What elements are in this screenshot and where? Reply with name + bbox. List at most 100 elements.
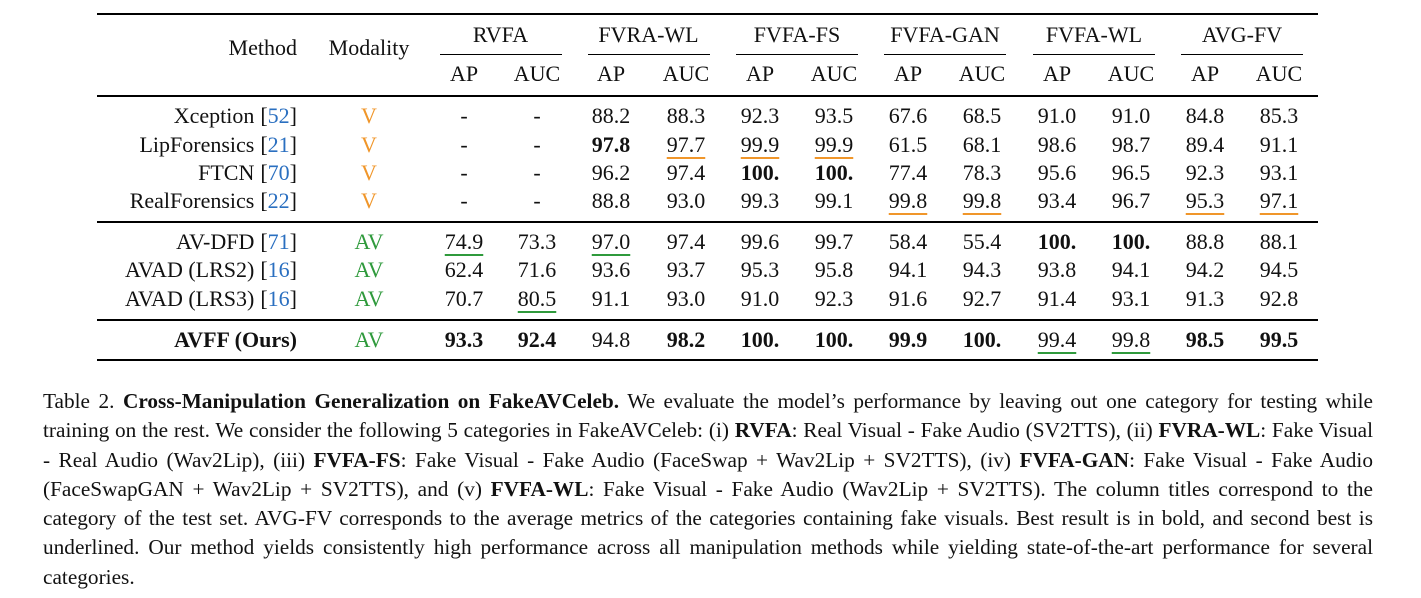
method-cell: AVFF (Ours) bbox=[174, 327, 297, 353]
metric-cell: 99.8 bbox=[962, 188, 1002, 213]
citation-bracket: [ bbox=[260, 286, 268, 311]
table-rule bbox=[97, 13, 1318, 15]
modality-cell: V bbox=[361, 160, 377, 185]
metric-cell: - bbox=[460, 188, 468, 213]
metric-cell: 94.8 bbox=[591, 327, 631, 352]
citation-bracket: [ bbox=[260, 229, 268, 254]
metric-cell: 98.6 bbox=[1037, 132, 1077, 157]
metric-cell: 84.8 bbox=[1185, 103, 1225, 128]
citation-bracket: ] bbox=[289, 132, 297, 157]
header-modality: Modality bbox=[328, 35, 410, 60]
citation: [52] bbox=[260, 103, 297, 128]
metric-cell: 95.3 bbox=[740, 257, 780, 282]
metric-cell: 100. bbox=[814, 327, 854, 352]
header-group: FVFA-GAN bbox=[890, 22, 1000, 47]
metric-cell: 91.0 bbox=[740, 286, 780, 311]
method-cell: AVAD (LRS2) [16] bbox=[125, 257, 297, 283]
method-cell: LipForensics [21] bbox=[139, 132, 297, 158]
caption-text: FVFA-FS bbox=[313, 447, 401, 472]
header-metric: AUC bbox=[513, 61, 561, 86]
metric-cell: 91.3 bbox=[1185, 286, 1225, 311]
citation-bracket: [ bbox=[260, 132, 268, 157]
metric-cell: 97.4 bbox=[666, 160, 706, 185]
table-rule bbox=[884, 54, 1006, 56]
metric-cell: - bbox=[460, 103, 468, 128]
header-metric: AP bbox=[449, 61, 479, 86]
metric-cell: 88.3 bbox=[666, 103, 706, 128]
metric-cell: 58.4 bbox=[888, 229, 928, 254]
method-name: LipForensics bbox=[139, 132, 255, 157]
metric-cell: 91.6 bbox=[888, 286, 928, 311]
metric-cell: 92.4 bbox=[517, 327, 557, 352]
method-cell: RealForensics [22] bbox=[130, 188, 297, 214]
citation-bracket: [ bbox=[260, 160, 268, 185]
metric-cell: 70.7 bbox=[444, 286, 484, 311]
metric-cell: 91.0 bbox=[1037, 103, 1077, 128]
header-metric: AP bbox=[893, 61, 923, 86]
metric-cell: 89.4 bbox=[1185, 132, 1225, 157]
metric-cell: 92.3 bbox=[1185, 160, 1225, 185]
metric-cell: 91.4 bbox=[1037, 286, 1077, 311]
citation-number: 52 bbox=[267, 103, 290, 128]
metric-cell: 99.8 bbox=[1111, 327, 1151, 352]
modality-cell: AV bbox=[354, 257, 384, 282]
metric-cell: 78.3 bbox=[962, 160, 1002, 185]
metric-cell: 61.5 bbox=[888, 132, 928, 157]
citation-bracket: ] bbox=[289, 160, 297, 185]
metric-cell: 80.5 bbox=[517, 286, 557, 311]
metric-cell: 88.2 bbox=[591, 103, 631, 128]
metric-cell: 55.4 bbox=[962, 229, 1002, 254]
method-name: Xception bbox=[173, 103, 255, 128]
method-name: AVAD (LRS2) bbox=[124, 257, 255, 282]
citation-number: 71 bbox=[267, 229, 290, 254]
metric-cell: 93.0 bbox=[666, 188, 706, 213]
metric-cell: 99.5 bbox=[1259, 327, 1299, 352]
table-rule bbox=[1181, 54, 1303, 56]
metric-cell: 99.7 bbox=[814, 229, 854, 254]
citation-number: 21 bbox=[267, 132, 290, 157]
metric-cell: 92.3 bbox=[814, 286, 854, 311]
metric-cell: 68.1 bbox=[962, 132, 1002, 157]
method-cell: FTCN [70] bbox=[198, 160, 297, 186]
metric-cell: - bbox=[533, 188, 541, 213]
metric-cell: 93.4 bbox=[1037, 188, 1077, 213]
table-rule bbox=[97, 221, 1318, 223]
metric-cell: 100. bbox=[740, 327, 780, 352]
metric-cell: 85.3 bbox=[1259, 103, 1299, 128]
modality-cell: V bbox=[361, 132, 377, 157]
citation-bracket: ] bbox=[289, 257, 297, 282]
metric-cell: 97.0 bbox=[591, 229, 631, 254]
metric-cell: 92.7 bbox=[962, 286, 1002, 311]
citation-number: 22 bbox=[267, 188, 290, 213]
metric-cell: 99.6 bbox=[740, 229, 780, 254]
header-metric: AUC bbox=[810, 61, 858, 86]
table-rule bbox=[97, 319, 1318, 321]
modality-cell: AV bbox=[354, 286, 384, 311]
citation: [16] bbox=[260, 286, 297, 311]
citation-bracket: ] bbox=[289, 188, 297, 213]
metric-cell: 97.8 bbox=[591, 132, 631, 157]
header-group: FVRA-WL bbox=[598, 22, 699, 47]
citation: [71] bbox=[260, 229, 297, 254]
metric-cell: 93.7 bbox=[666, 257, 706, 282]
metric-cell: 98.7 bbox=[1111, 132, 1151, 157]
metric-cell: 97.7 bbox=[666, 132, 706, 157]
metric-cell: 98.2 bbox=[666, 327, 706, 352]
header-metric: AUC bbox=[662, 61, 710, 86]
caption-text: We evaluate the model’s performance by l… bbox=[43, 389, 1373, 443]
metric-cell: 73.3 bbox=[517, 229, 557, 254]
header-metric: AP bbox=[745, 61, 775, 86]
metric-cell: 93.1 bbox=[1259, 160, 1299, 185]
table-rule bbox=[439, 54, 562, 56]
metric-cell: 93.1 bbox=[1111, 286, 1151, 311]
citation: [16] bbox=[260, 257, 297, 282]
caption-text: : Fake Visual - Real Audio (Wav2Lip), (i… bbox=[43, 418, 1373, 472]
table-rule bbox=[97, 359, 1318, 361]
metric-cell: 93.3 bbox=[444, 327, 484, 352]
metric-cell: 88.8 bbox=[591, 188, 631, 213]
metric-cell: 92.8 bbox=[1259, 286, 1299, 311]
metric-cell: 71.6 bbox=[517, 257, 557, 282]
citation-bracket: ] bbox=[289, 229, 297, 254]
caption-text: : Fake Visual - Fake Audio (FaceSwapGAN … bbox=[43, 447, 1373, 501]
